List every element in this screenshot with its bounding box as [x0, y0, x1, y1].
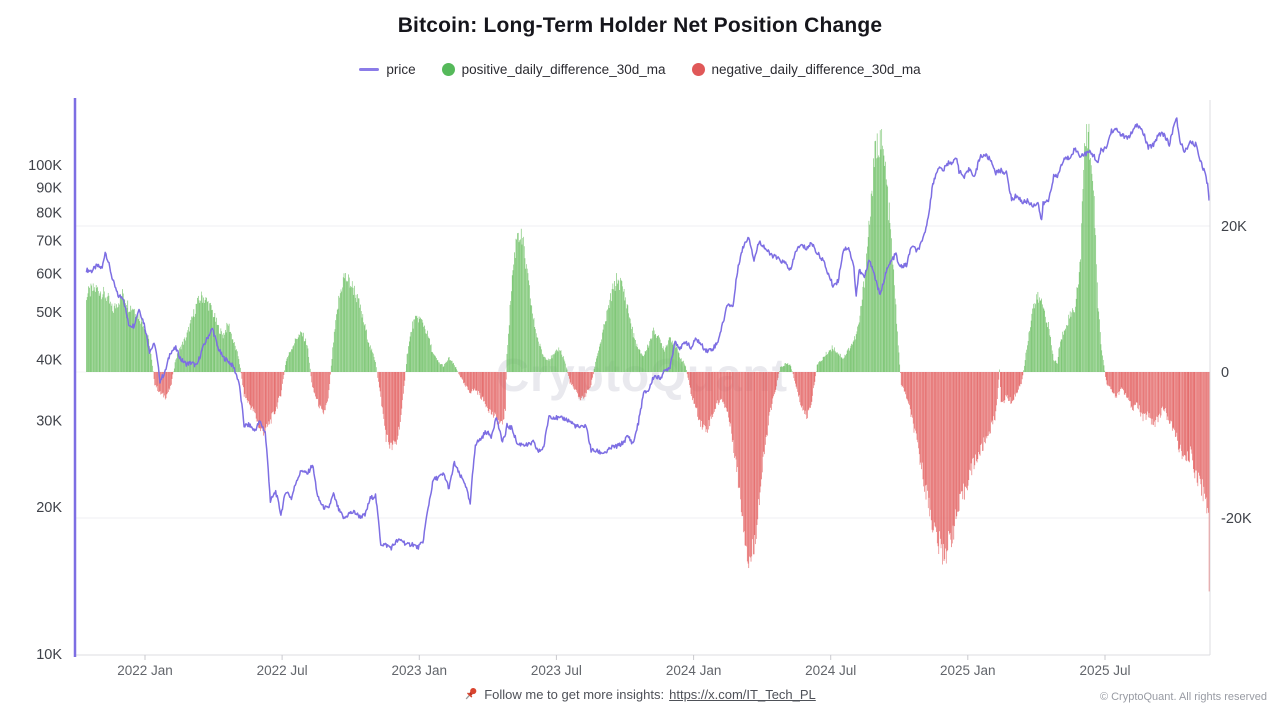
y-axis-left-label: 70K: [36, 234, 62, 250]
x-axis-label: 2024 Jul: [805, 663, 856, 678]
x-axis-label: 2022 Jul: [257, 663, 308, 678]
y-axis-left-label: 60K: [36, 267, 62, 283]
y-axis-left-label: 100K: [28, 158, 62, 174]
y-axis-right-label: 20K: [1221, 219, 1247, 235]
y-axis-right-label: -20K: [1221, 511, 1252, 527]
y-axis-left-label: 20K: [36, 500, 62, 516]
legend-item-price[interactable]: price: [359, 62, 416, 77]
y-axis-left-label: 50K: [36, 305, 62, 321]
y-axis-left-label: 10K: [36, 647, 62, 663]
x-axis-label: 2023 Jan: [392, 663, 448, 678]
legend-item-negative[interactable]: negative_daily_difference_30d_ma: [691, 62, 921, 77]
legend-label-positive: positive_daily_difference_30d_ma: [461, 62, 666, 77]
plot-area[interactable]: [75, 100, 1210, 655]
y-axis-left-label: 30K: [36, 414, 62, 430]
x-axis-label: 2024 Jan: [666, 663, 722, 678]
positive-dot-icon: [441, 63, 455, 76]
negative-dot-icon: [691, 63, 705, 76]
positive-bars: [86, 123, 1106, 372]
y-axis-left-label: 40K: [36, 353, 62, 369]
x-axis-label: 2025 Jul: [1079, 663, 1130, 678]
legend-label-price: price: [386, 62, 416, 77]
x-axis-label: 2022 Jan: [117, 663, 173, 678]
copyright: © CryptoQuant. All rights reserved: [1099, 691, 1267, 703]
footer-text: Follow me to get more insights:: [484, 687, 665, 702]
price-line: [85, 117, 1210, 551]
legend-item-positive[interactable]: positive_daily_difference_30d_ma: [441, 62, 666, 77]
y-axis-left-label: 80K: [36, 205, 62, 221]
x-axis-label: 2025 Jan: [940, 663, 996, 678]
legend: price positive_daily_difference_30d_ma n…: [0, 62, 1280, 77]
price-line-swatch-icon: [359, 68, 380, 71]
negative-bars: [153, 372, 1210, 592]
y-axis-left-label: 90K: [36, 180, 62, 196]
pushpin-icon: [465, 687, 477, 700]
footer-note: Follow me to get more insights: https://…: [0, 687, 1280, 702]
chart-title: Bitcoin: Long-Term Holder Net Position C…: [397, 14, 883, 37]
y-axis-right-label: 0: [1221, 365, 1229, 381]
x-axis-label: 2023 Jul: [531, 663, 582, 678]
footer-link[interactable]: https://x.com/IT_Tech_PL: [669, 687, 816, 702]
legend-label-negative: negative_daily_difference_30d_ma: [711, 62, 921, 77]
